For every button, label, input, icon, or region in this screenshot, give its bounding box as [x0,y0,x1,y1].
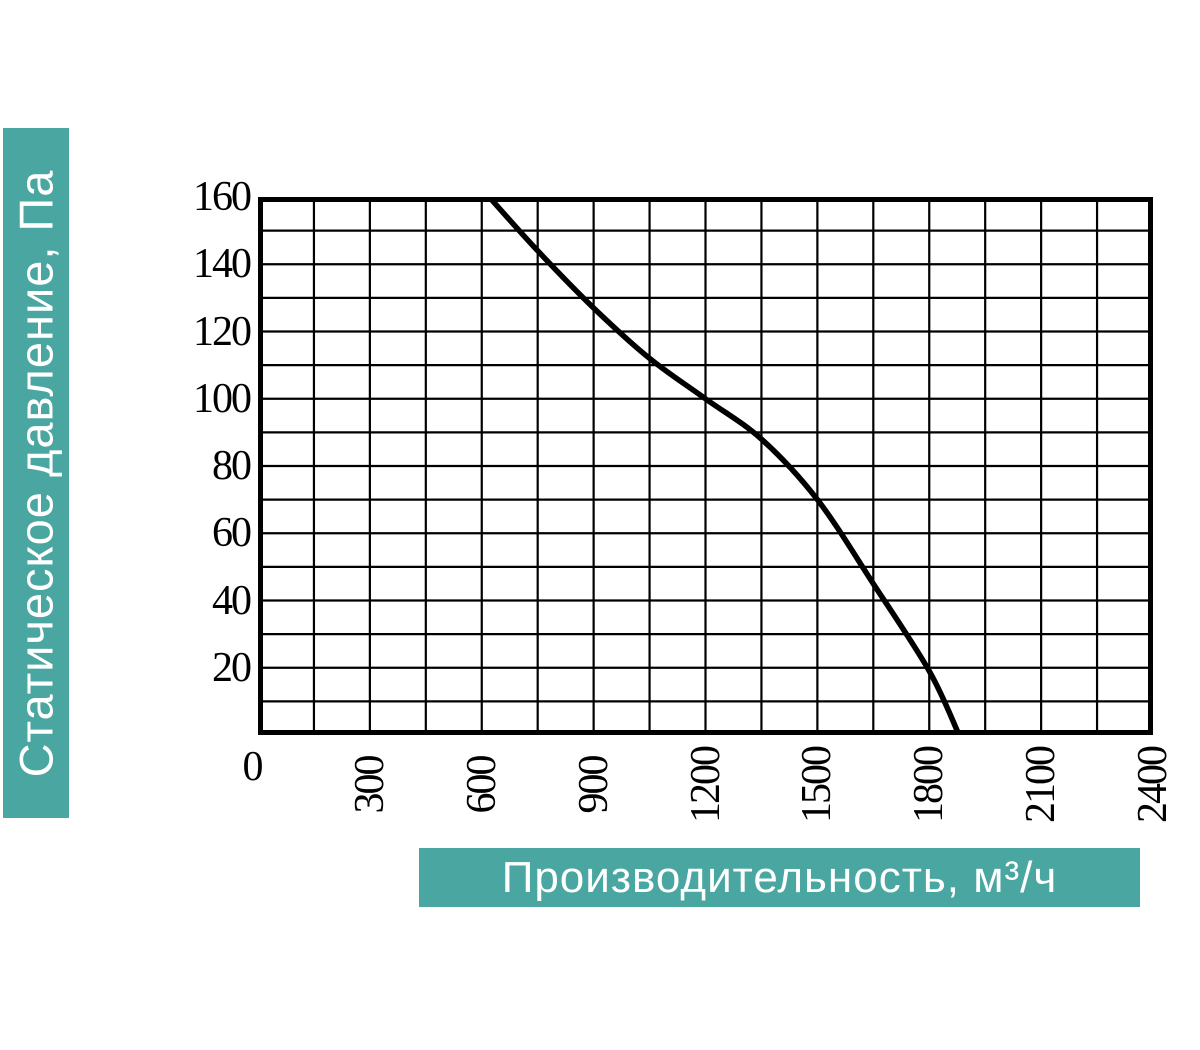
x-tick-label: 600 [458,756,505,814]
y-tick-label: 120 [193,308,252,355]
y-tick-label: 160 [193,174,252,220]
chart-grid-and-curve [258,197,1153,735]
y-tick-label: 140 [193,241,252,288]
y-tick-label: 20 [212,644,252,691]
x-tick-label: 1500 [794,747,841,823]
y-axis-label-bar: Статическое давление, Па [3,128,69,818]
x-tick-label: 1200 [682,747,729,823]
x-tick-label: 900 [570,756,617,814]
y-tick-label: 100 [193,375,252,422]
y-tick-label: 80 [212,443,252,489]
y-axis-label: Статическое давление, Па [9,169,63,777]
x-tick-label: 300 [346,756,393,814]
y-tick-label: 40 [212,577,252,624]
plot-area [258,197,1153,735]
x-axis-label: Производительность, м³/ч [501,852,1058,902]
y-tick-label: 60 [212,510,252,557]
x-axis-label-bar: Производительность, м³/ч [419,848,1140,907]
plot-border [258,197,1153,735]
x-tick-label: 2100 [1018,747,1065,823]
x-tick-label: 2400 [1130,747,1176,823]
performance-curve [486,197,962,735]
x-tick-label: 1800 [906,747,953,823]
origin-tick-label: 0 [242,744,264,790]
